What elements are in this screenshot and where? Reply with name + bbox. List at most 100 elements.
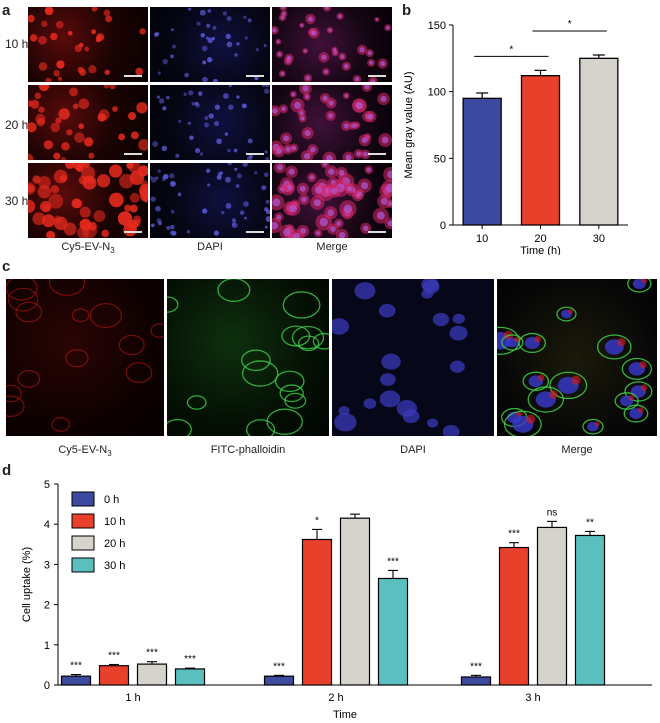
nucleus [319, 218, 328, 227]
vesicle [568, 308, 573, 314]
cell-outline [150, 323, 164, 338]
cell [58, 108, 70, 120]
cell [46, 230, 56, 238]
nucleus [162, 58, 169, 65]
nucleus [207, 9, 212, 13]
vesicle [594, 421, 600, 427]
x-tick-label: 1 h [125, 692, 140, 704]
nucleus [216, 138, 222, 145]
nucleus [361, 137, 368, 144]
nucleus [355, 101, 363, 110]
c-label-cy5: Cy5-EV-N3 [6, 444, 164, 458]
nucleus [288, 168, 295, 175]
x-axis-label: Time [333, 709, 357, 721]
cell-outline [51, 417, 71, 432]
significance-label: *** [70, 661, 82, 672]
bar [460, 676, 492, 686]
nucleus [322, 95, 328, 101]
cell [48, 193, 64, 209]
cell-outline [167, 296, 179, 313]
nucleus [277, 52, 282, 57]
nucleus [202, 60, 207, 65]
nucleus [217, 171, 222, 177]
nucleus [343, 204, 353, 214]
cell [50, 184, 60, 194]
cell [79, 206, 91, 218]
nucleus [261, 185, 267, 191]
nucleus [344, 63, 349, 69]
vesicle [628, 394, 635, 401]
nucleus [340, 54, 345, 59]
cell [133, 215, 142, 224]
significance-label: * [568, 19, 572, 30]
cell [53, 169, 68, 184]
cell [84, 46, 90, 52]
nucleus [236, 173, 242, 179]
micrograph-merge-10h [272, 7, 392, 82]
cell [66, 129, 73, 136]
cell [72, 163, 85, 170]
micrograph-cy5-20h-cells [28, 85, 148, 160]
nucleus [322, 163, 328, 167]
nucleus [228, 85, 233, 87]
nucleus [324, 69, 328, 74]
cell [112, 106, 118, 112]
nucleus [272, 221, 279, 230]
nucleus [201, 45, 208, 52]
nucleus [196, 21, 201, 26]
c-cy5-label-sub: 3 [107, 449, 112, 459]
cell [50, 122, 60, 133]
nucleus [241, 103, 247, 109]
nucleus [236, 42, 240, 46]
bar [60, 675, 92, 686]
panel-b-letter: b [402, 2, 412, 19]
cell-outline [582, 418, 604, 435]
nucleus [315, 230, 321, 236]
nucleus [227, 163, 232, 166]
cell [78, 123, 85, 130]
nucleus [286, 55, 292, 61]
nucleus [338, 406, 350, 416]
nucleus [354, 282, 376, 300]
bar [377, 577, 409, 686]
cell [109, 85, 116, 90]
cell [135, 67, 144, 76]
nucleus [186, 229, 191, 234]
cell-outline [282, 291, 321, 319]
cell [124, 204, 132, 212]
nucleus [280, 71, 285, 76]
nucleus [380, 95, 387, 102]
significance-label: ** [586, 517, 594, 528]
cell-outline [246, 419, 276, 436]
bar [498, 546, 530, 686]
nucleus [183, 92, 187, 96]
nucleus [188, 7, 192, 11]
cell-outline [6, 279, 38, 301]
nucleus [367, 51, 372, 56]
nucleus [344, 93, 349, 98]
chart-b: 0 50 100 150 Mean gray value (AU) 10 20 30 Time … [403, 19, 628, 255]
y-tick-label: 150 [428, 20, 446, 32]
cell [88, 152, 95, 159]
cell [38, 62, 48, 71]
legend-label: 30 h [104, 560, 125, 572]
cell [129, 192, 140, 203]
nucleus [301, 196, 307, 203]
cy5-label-sub: 3 [110, 246, 115, 256]
cell-outline [297, 335, 320, 352]
micrograph-c-merge-cells [497, 279, 653, 436]
nucleus [163, 173, 169, 180]
nucleus [234, 167, 238, 171]
cell [126, 163, 134, 169]
nucleus [359, 47, 365, 53]
nucleus [225, 203, 232, 209]
cell [37, 185, 51, 199]
nucleus [189, 135, 194, 141]
cell [130, 131, 139, 140]
vesicle [514, 336, 520, 343]
nucleus [243, 201, 249, 207]
nucleus [331, 187, 338, 195]
nucleus [449, 325, 468, 341]
cell [38, 176, 51, 189]
